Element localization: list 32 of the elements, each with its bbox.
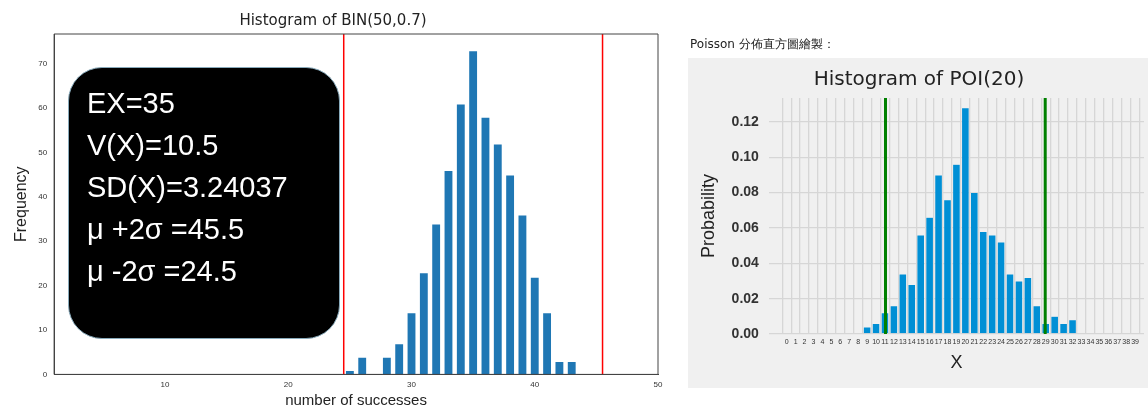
x-axis-title: X — [950, 352, 963, 373]
y-tick-label: 0 — [42, 369, 48, 379]
y-tick-label: 0.12 — [731, 112, 760, 129]
y-tick-label: 70 — [38, 58, 48, 68]
y-axis-title: Frequency — [12, 166, 30, 242]
text: Poisson 分佈直方圖繪製： — [690, 36, 835, 53]
x-tick-label: 20 — [283, 380, 294, 390]
x-tick-label: 10 — [160, 380, 171, 390]
y-axis-title: Probability — [697, 173, 718, 259]
x-tick-label: 30 — [407, 380, 417, 390]
y-tick-label: 0.06 — [731, 218, 760, 235]
x-tick-label: 50 — [653, 380, 663, 390]
y-tick-label: 0.04 — [731, 254, 760, 271]
y-tick-label: 0.10 — [731, 148, 760, 165]
annotation: μ -2σ =24.5 — [87, 254, 238, 289]
y-tick-label: 30 — [38, 236, 48, 246]
chart-title: Histogram of POI(20) — [813, 66, 1025, 91]
y-tick-label: 50 — [38, 147, 48, 157]
y-tick-label: 10 — [38, 325, 48, 335]
annotation: SD(X)=3.24037 — [87, 170, 289, 205]
y-tick-label: 0.00 — [731, 324, 760, 341]
y-tick-label: 60 — [38, 103, 48, 113]
x-tick-label: 40 — [530, 380, 540, 390]
annotation: μ +2σ =45.5 — [87, 212, 246, 247]
annotation: V(X)=10.5 — [87, 128, 220, 163]
y-tick-label: 40 — [38, 191, 48, 201]
annotation: EX=35 — [87, 86, 176, 121]
y-tick-label: 0.02 — [731, 289, 760, 306]
x-axis-title: number of successes — [285, 391, 427, 409]
y-tick-label: 0.08 — [731, 183, 760, 200]
y-tick-label: 20 — [38, 280, 48, 290]
chart-title: Histogram of BIN(50,0.7) — [239, 10, 427, 29]
